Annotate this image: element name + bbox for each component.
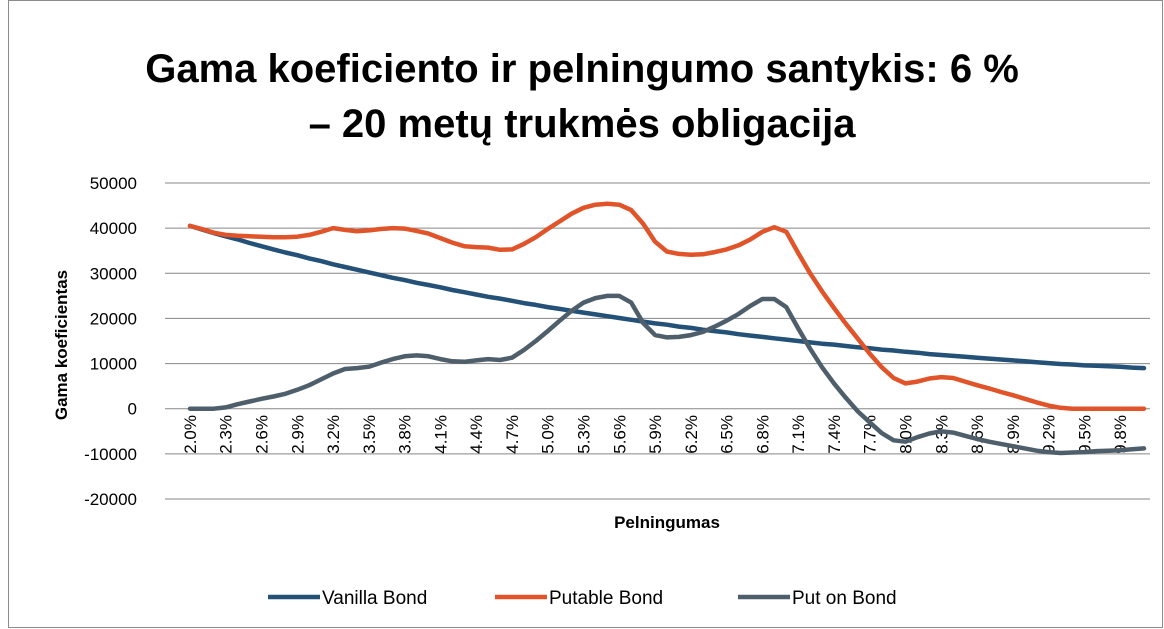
x-tick-label: 7.1% <box>789 415 808 454</box>
legend-label: Putable Bond <box>549 588 663 609</box>
x-axis-title: Pelningumas <box>614 513 720 532</box>
x-tick-label: 8.6% <box>968 415 987 454</box>
x-tick-label: 3.2% <box>324 415 343 454</box>
x-tick-label: 3.8% <box>396 415 415 454</box>
y-tick-label: 30000 <box>90 264 137 283</box>
x-tick-label: 7.4% <box>825 415 844 454</box>
x-tick-label: 8.0% <box>897 415 916 454</box>
y-tick-label: 40000 <box>90 219 137 238</box>
y-tick-label: 10000 <box>90 355 137 374</box>
x-tick-label: 9.5% <box>1075 415 1094 454</box>
y-tick-label: 20000 <box>90 309 137 328</box>
x-tick-label: 5.0% <box>539 415 558 454</box>
series-line <box>187 293 1147 456</box>
chart-subtitle: – 20 metų trukmės obligacija <box>309 102 857 146</box>
x-tick-label: 6.8% <box>753 415 772 454</box>
x-tick-label: 6.5% <box>718 415 737 454</box>
x-tick-label: 2.0% <box>181 415 200 454</box>
chart-frame <box>8 0 1163 628</box>
x-tick-label: 4.1% <box>431 415 450 454</box>
x-tick-label: 8.3% <box>932 415 951 454</box>
x-tick-label: 5.3% <box>575 415 594 454</box>
legend-label: Vanilla Bond <box>322 588 427 609</box>
series-line <box>187 201 1147 411</box>
x-tick-label: 3.5% <box>360 415 379 454</box>
y-tick-label: -10000 <box>84 445 137 464</box>
legend-label: Put on Bond <box>792 588 897 609</box>
x-tick-label: 6.2% <box>682 415 701 454</box>
y-tick-label: -20000 <box>84 490 137 509</box>
x-tick-label: 5.6% <box>610 415 629 454</box>
x-tick-label: 4.7% <box>503 415 522 454</box>
x-tick-label: 9.2% <box>1040 415 1059 454</box>
series-line <box>187 223 1147 371</box>
x-tick-label: 2.9% <box>288 415 307 454</box>
y-axis-title: Gama koeficientas <box>52 270 71 420</box>
x-tick-label: 2.3% <box>217 415 236 454</box>
y-tick-label: 50000 <box>90 174 137 193</box>
x-tick-label: 4.4% <box>467 415 486 454</box>
y-tick-label: 0 <box>128 400 137 419</box>
x-tick-label: 9.8% <box>1111 415 1130 454</box>
x-tick-label: 5.9% <box>646 415 665 454</box>
x-tick-label: 2.6% <box>253 415 272 454</box>
chart-title: Gama koeficiento ir pelningumo santykis:… <box>145 47 1019 91</box>
